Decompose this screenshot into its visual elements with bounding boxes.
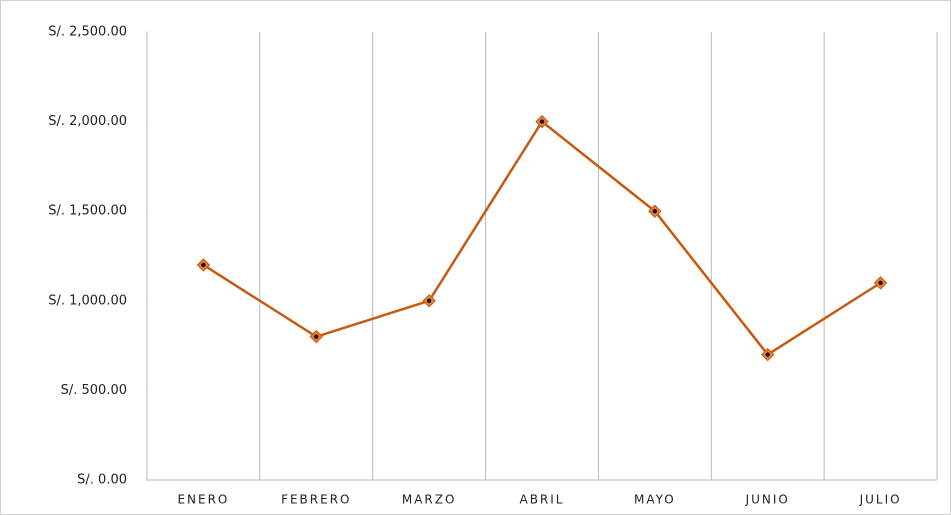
x-tick-label: MARZO xyxy=(402,493,457,507)
marker-dot xyxy=(426,298,432,303)
marker-dot xyxy=(652,209,658,214)
x-tick-label: FEBRERO xyxy=(281,493,351,507)
x-tick-label: MAYO xyxy=(634,493,676,507)
marker-dot xyxy=(314,334,319,339)
y-tick-label: S/. 1,000.00 xyxy=(48,293,127,308)
x-tick-label: JULIO xyxy=(859,493,902,507)
x-tick-label: JUNIO xyxy=(745,493,790,507)
y-tick-label: S/. 1,500.00 xyxy=(48,204,127,219)
y-tick-label: S/. 0.00 xyxy=(77,473,127,488)
marker-dot xyxy=(539,119,545,124)
marker-dot xyxy=(878,280,883,286)
x-tick-label: ABRIL xyxy=(519,493,564,507)
y-tick-label: S/. 2,000.00 xyxy=(48,114,127,129)
marker-dot xyxy=(201,262,206,268)
x-tick-label: ENERO xyxy=(177,493,229,507)
y-tick-label: S/. 500.00 xyxy=(61,383,127,398)
y-tick-label: S/. 2,500.00 xyxy=(48,25,127,40)
marker-dot xyxy=(765,352,770,357)
